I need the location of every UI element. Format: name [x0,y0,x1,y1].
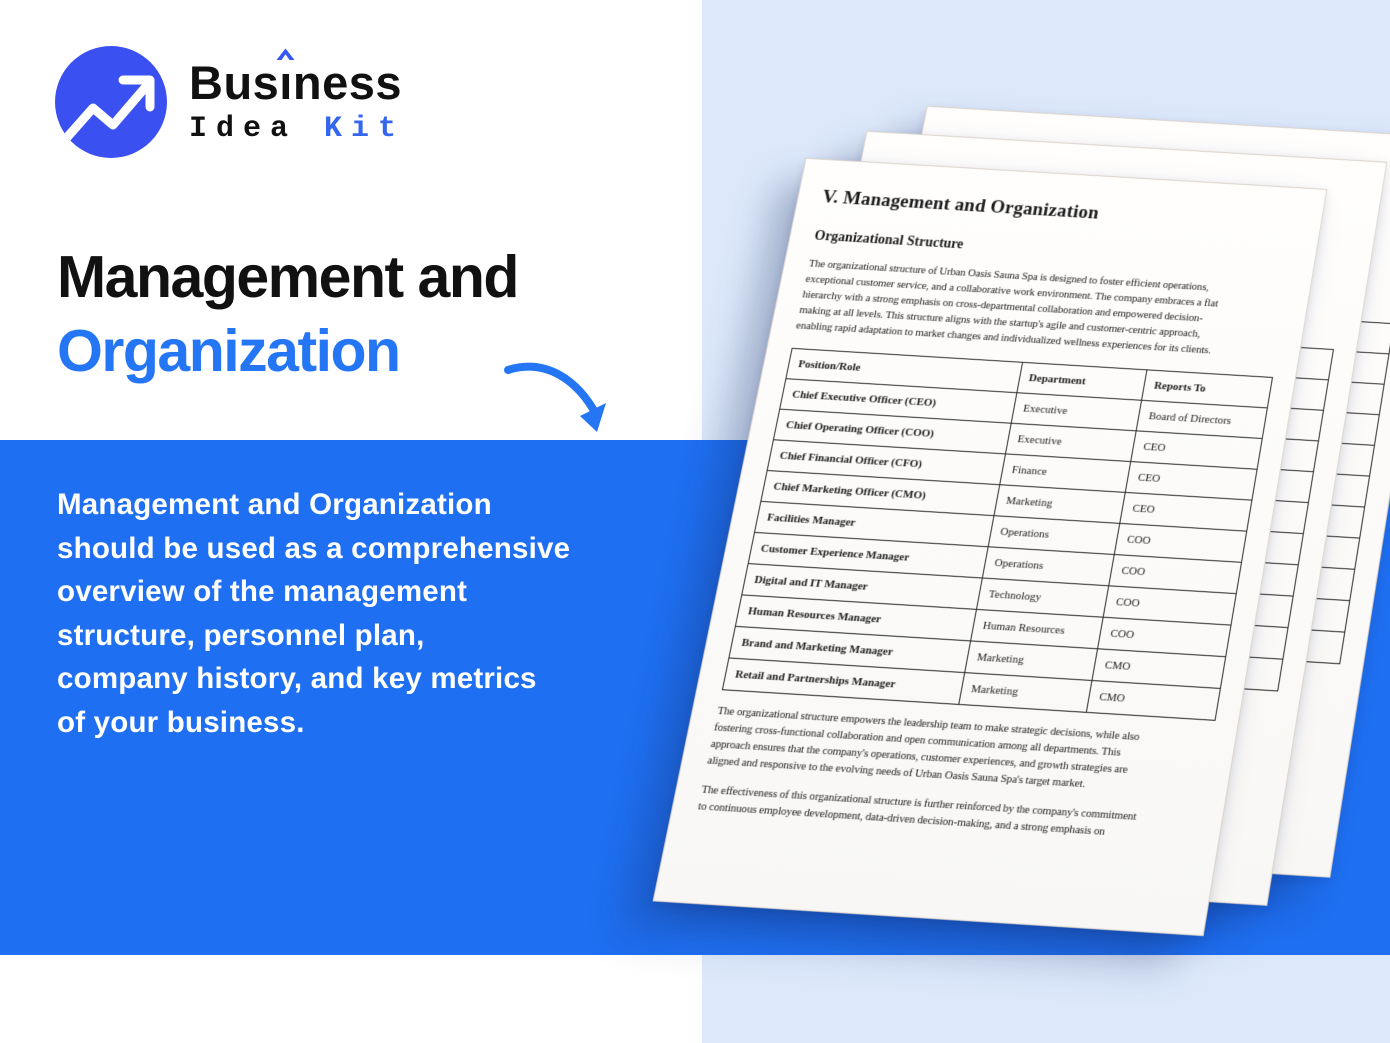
brand-name: Busı ness [189,56,402,109]
document-stack: V. Management and Organization Organizat… [700,103,1390,983]
curved-arrow-icon [498,356,618,446]
brand-logo: Busı ness Idea Kit [55,46,405,158]
page-title: Management and Organization [57,240,518,388]
document-paragraph: The organizational structure of Urban Oa… [795,256,1289,363]
logo-trend-icon [55,46,167,158]
document-plane: V. Management and Organization Organizat… [578,96,1390,1025]
caret-icon [276,48,295,61]
document-title: V. Management and Organization [820,187,1300,237]
hero-description: Management and Organization should be use… [57,483,697,744]
org-structure-table: Position/Role Department Reports To Chie… [722,348,1273,721]
brand-subtitle: Idea Kit [189,112,405,146]
